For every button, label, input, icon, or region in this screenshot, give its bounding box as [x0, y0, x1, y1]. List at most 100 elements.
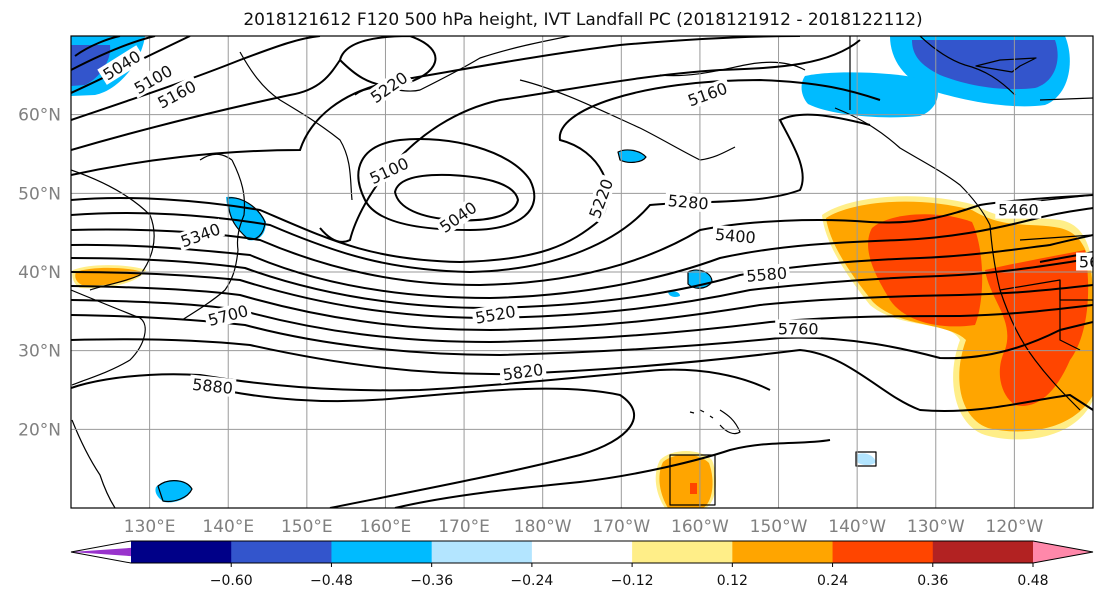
contour-5340	[71, 194, 1093, 287]
colorbar-bin	[431, 541, 533, 563]
lat-label: 60°N	[18, 106, 61, 126]
colorbar-bin	[832, 541, 934, 563]
lon-label: 150°E	[281, 517, 333, 537]
lon-label: 140°E	[202, 517, 254, 537]
lon-label: 160°W	[671, 517, 729, 537]
ivt-aleutian-neg	[618, 149, 646, 163]
lat-label: 40°N	[18, 263, 61, 283]
lon-label: 120°W	[986, 517, 1044, 537]
contour-5880-b	[394, 439, 831, 508]
coast-philippines	[71, 419, 116, 508]
colorbar-bin	[131, 541, 232, 563]
coast-aleutians	[519, 79, 736, 161]
lon-label: 140°W	[828, 517, 886, 537]
contour-label-text: 5760	[778, 319, 819, 338]
contour-5220-main	[319, 39, 861, 243]
map-title: 2018121612 F120 500 hPa height, IVT Land…	[243, 10, 922, 30]
contour-label-bg	[471, 301, 520, 328]
coast-east-box	[855, 451, 877, 467]
lat-label: 30°N	[18, 342, 61, 362]
ivt-contour-0-36-a	[868, 214, 983, 327]
contour-label-bg	[584, 173, 618, 224]
contour-5520	[71, 257, 1093, 320]
contour-label-bg	[152, 75, 202, 113]
contour-label-bg	[175, 218, 226, 252]
contour-label-bg	[498, 359, 547, 384]
contour-5100-west	[71, 36, 156, 71]
height-contours	[71, 36, 1093, 508]
ivt-hawaii-0-36	[690, 483, 697, 494]
lon-label: 170°W	[592, 517, 650, 537]
coast-island-a	[199, 153, 233, 161]
ivt-gulf-neg-0-24	[801, 72, 938, 118]
colorbar-bin	[732, 541, 834, 563]
contour-5580	[71, 284, 1093, 332]
contour-5040-low	[393, 173, 520, 222]
ivt-japan-neg	[226, 196, 266, 241]
contour-label-bg	[682, 77, 733, 111]
contour-label-bg	[433, 196, 483, 238]
colorbar-bin	[932, 541, 1034, 563]
contour-label: 56	[1076, 252, 1099, 272]
coast-hokkaido	[227, 197, 266, 240]
ivt-hawaii-0-24	[659, 454, 713, 508]
lon-label: 130°E	[124, 517, 176, 537]
coast-asia-north	[71, 169, 155, 291]
map-frame	[70, 35, 1094, 509]
colorbar-tick-label: −0.60	[210, 573, 253, 589]
contour-label: 5580	[742, 263, 791, 286]
lon-label: 130°W	[907, 517, 965, 537]
contour-label-bg	[775, 319, 822, 338]
contour-5040-west	[74, 36, 121, 57]
lat-label: 20°N	[18, 420, 61, 440]
coast-us-west	[989, 224, 1081, 411]
coast-asia-mainland	[71, 289, 146, 386]
colorbar-bin	[331, 541, 433, 563]
ivt-midpac-neg-b	[668, 291, 680, 297]
ivt-east-neg-weak	[856, 453, 876, 465]
contour-label: 5280	[664, 190, 712, 214]
colorbar-tick-label: −0.36	[410, 573, 453, 589]
coast-lake-feature	[975, 57, 1037, 73]
contour-5820	[71, 368, 771, 392]
coastlines	[71, 36, 1093, 508]
contour-label-bg	[128, 59, 178, 99]
coast-sw-island	[157, 480, 193, 503]
border-canada-prov	[1039, 97, 1093, 101]
longitude-labels: 130°E 140°E 150°E 160°E 170°E 180°W 170°W 160°W…	[124, 517, 1044, 537]
colorbar-outline	[70, 540, 1094, 564]
contour-label-text: 56	[1079, 253, 1099, 272]
contour-label: 5460	[995, 200, 1042, 220]
coast-canada-north	[919, 36, 1016, 96]
contour-5280	[71, 113, 871, 274]
contour-label-bg	[364, 152, 414, 189]
colorbar-tick-label: 0.24	[817, 573, 848, 589]
colorbar-tick-label: −0.12	[611, 573, 654, 589]
coast-sakhalin-kamchatka	[239, 51, 353, 201]
contour-label-bg	[995, 200, 1042, 219]
colorbar-bin	[531, 541, 633, 563]
coast-alaska-south	[659, 61, 806, 77]
colorbar-extend-high	[1033, 541, 1093, 563]
contour-label-text: 5400	[714, 225, 756, 247]
contour-label: 5400	[711, 224, 760, 247]
colorbar-tick-label: 0.36	[917, 573, 948, 589]
contour-5400	[71, 207, 1093, 300]
lon-label: 160°E	[360, 517, 412, 537]
colorbar-tick-label: −0.24	[510, 573, 553, 589]
contour-label-text: 5280	[667, 191, 709, 213]
contour-label-bg	[364, 66, 413, 108]
contour-label: 5760	[775, 319, 822, 338]
state-borders-c	[1059, 280, 1081, 351]
coast-hawaii-a	[719, 409, 741, 435]
lat-label: 50°N	[18, 184, 61, 204]
colorbar-tick-label: 0.48	[1017, 573, 1048, 589]
contour-label-bg	[711, 224, 760, 247]
contour-label-text: 5880	[191, 375, 233, 398]
latitude-labels: 60°N 50°N 40°N 30°N 20°N	[18, 106, 61, 441]
contour-label-bg	[188, 374, 237, 398]
contour-label-text: 5460	[998, 201, 1039, 220]
contour-label-bg	[742, 263, 791, 286]
